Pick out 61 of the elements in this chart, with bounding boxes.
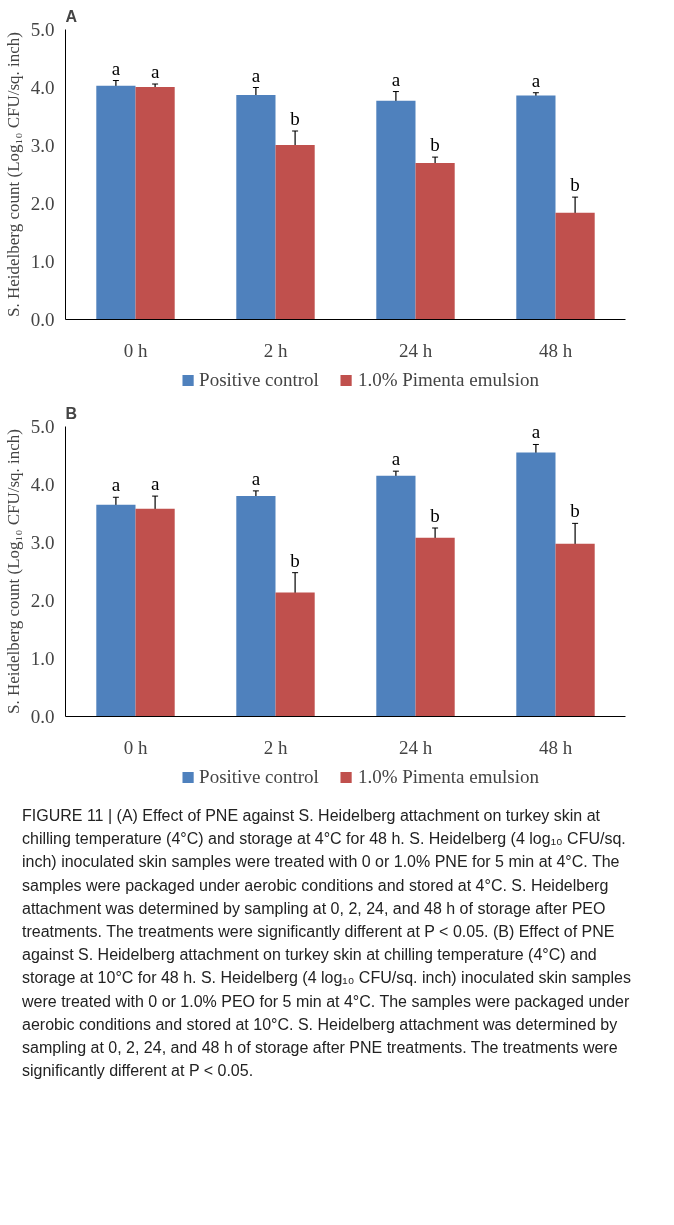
annotation: a (251, 467, 261, 489)
y-tick-label: 1.0 (30, 648, 55, 669)
y-tick-label: 1.0 (30, 251, 55, 272)
x-tick-label: 2 h (263, 339, 288, 361)
y-tick-label: 0.0 (30, 706, 55, 727)
annotation: a (531, 69, 541, 91)
annotation: a (251, 64, 261, 86)
x-tick-label: 0 h (123, 736, 148, 758)
annotation: b (430, 134, 440, 156)
bar (555, 543, 595, 717)
legend-label: Positive control (199, 766, 319, 788)
x-tick-label: 24 h (398, 339, 433, 361)
y-tick-label: 2.0 (30, 590, 55, 611)
annotation: a (111, 474, 121, 496)
chart-title: B (65, 404, 78, 422)
annotation: b (290, 549, 300, 571)
y-tick-label: 4.0 (30, 474, 55, 495)
x-tick-label: 48 h (538, 339, 573, 361)
bar (236, 496, 276, 717)
annotation: a (111, 57, 121, 79)
y-axis-title: S. Heidelberg count (Log₁₀ CFU/sq. inch) (3, 32, 23, 317)
bar (415, 162, 455, 320)
annotation: a (150, 473, 160, 495)
bar (415, 537, 455, 717)
x-tick-label: 2 h (263, 736, 288, 758)
legend-label: Positive control (199, 369, 319, 391)
bar (376, 100, 416, 320)
y-tick-label: 4.0 (30, 77, 55, 98)
bar (516, 95, 556, 320)
bar (236, 95, 276, 320)
annotation: b (570, 500, 580, 522)
x-tick-label: 24 h (398, 736, 433, 758)
bar (135, 508, 175, 717)
y-axis-title: S. Heidelberg count (Log₁₀ CFU/sq. inch) (3, 429, 23, 714)
x-tick-label: 48 h (538, 736, 573, 758)
bar (135, 86, 175, 320)
x-tick-label: 0 h (123, 339, 148, 361)
bar (96, 85, 136, 320)
y-tick-label: 5.0 (30, 19, 55, 40)
legend-label: 1.0% Pimenta emulsion (357, 369, 539, 391)
y-tick-label: 0.0 (30, 309, 55, 330)
annotation: a (391, 68, 401, 90)
annotation: b (570, 174, 580, 196)
y-tick-label: 5.0 (30, 416, 55, 437)
bar (275, 592, 315, 717)
chart-title: A (65, 7, 78, 25)
bar (376, 475, 416, 717)
bar (555, 212, 595, 320)
annotation: a (150, 61, 160, 83)
annotation: b (290, 108, 300, 129)
y-tick-label: 3.0 (30, 532, 55, 553)
bar (96, 504, 136, 717)
annotation: a (531, 421, 541, 443)
bar (275, 144, 315, 320)
y-tick-label: 2.0 (30, 193, 55, 214)
annotation: b (430, 505, 440, 526)
bar (516, 452, 556, 717)
text: FIGURE 11 | (A) Effect of PNE against S. Heidelberg attachment on turkey skin at chilling temperature (4°C) and storage at 4°C for 48 h. S. Heidelberg (4 log₁₀ CFU/sq. inch) inoculated skin samples were treated with 0 or 1.0% PNE for 5 min at 4°C. The samples were packaged under aerobic conditions and stored at 4°C. S. Heidelberg attachment was determined by sampling at 0, 2, 24, and 48 h of storage after PEO treatments. The treatments were significantly different at P < 0.05. (B) Effect of PNE against S. Heidelberg attachment on turkey skin at chilling temperature (4°C) and storage at 10°C for 48 h. S. Heidelberg (4 log₁₀ CFU/sq. inch) inoculated skin samples were treated with 0 or 1.0% PEO for 5 min at 4°C. The samples were packaged under aerobic conditions and stored at 10°C. S. Heidelberg attachment was determined by sampling at 0, 2, 24, and 48 h of storage after PNE treatments. The treatments were significantly different at P < 0.05. (22, 807, 631, 1080)
y-tick-label: 3.0 (30, 135, 55, 156)
legend-label: 1.0% Pimenta emulsion (357, 766, 539, 788)
annotation: a (391, 448, 401, 470)
